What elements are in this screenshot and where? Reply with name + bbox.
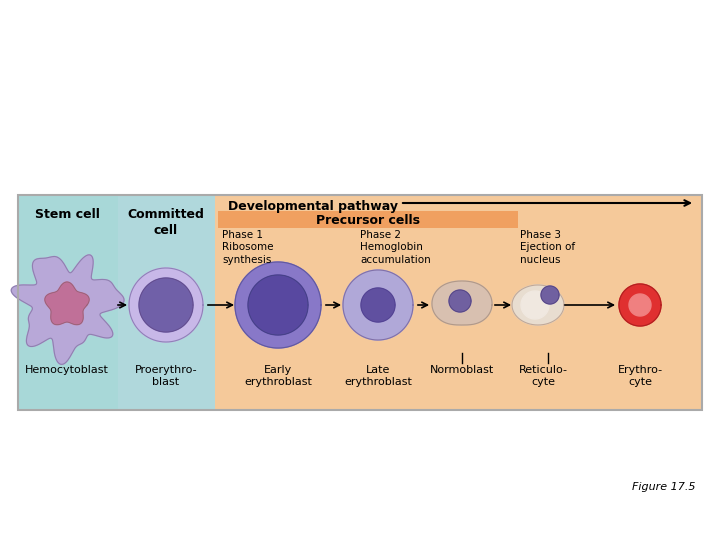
Polygon shape (139, 278, 193, 332)
Bar (215, 195, 702, 410)
Text: Reticulo-
cyte: Reticulo- cyte (518, 365, 567, 387)
Text: Developmental pathway: Developmental pathway (228, 200, 398, 213)
Polygon shape (449, 290, 471, 312)
Text: Phase 2
Hemoglobin
accumulation: Phase 2 Hemoglobin accumulation (360, 230, 431, 265)
Polygon shape (629, 294, 651, 316)
Text: Normoblast: Normoblast (430, 365, 494, 375)
Polygon shape (521, 291, 549, 319)
Polygon shape (512, 285, 564, 325)
Text: Early
erythroblast: Early erythroblast (244, 365, 312, 387)
Bar (18, 195, 118, 410)
Text: Stem cell: Stem cell (35, 208, 99, 221)
Bar (118, 195, 215, 410)
Polygon shape (12, 255, 124, 364)
Bar (218, 211, 518, 228)
Polygon shape (343, 270, 413, 340)
Polygon shape (619, 284, 661, 326)
Polygon shape (45, 282, 89, 325)
Text: Proerythro-
blast: Proerythro- blast (135, 365, 197, 387)
Polygon shape (235, 262, 321, 348)
Text: Late
erythroblast: Late erythroblast (344, 365, 412, 387)
Polygon shape (432, 281, 492, 325)
Bar (18, 195, 702, 410)
Text: Precursor cells: Precursor cells (316, 213, 420, 226)
Polygon shape (129, 268, 203, 342)
Polygon shape (361, 288, 395, 322)
Polygon shape (541, 286, 559, 304)
Polygon shape (248, 275, 308, 335)
Text: Hemocytoblast: Hemocytoblast (25, 365, 109, 375)
Text: Phase 1
Ribosome
synthesis: Phase 1 Ribosome synthesis (222, 230, 274, 265)
Text: Figure 17.5: Figure 17.5 (631, 482, 695, 492)
Text: Erythro-
cyte: Erythro- cyte (618, 365, 662, 387)
Text: Phase 3
Ejection of
nucleus: Phase 3 Ejection of nucleus (520, 230, 575, 265)
Text: Committed
cell: Committed cell (127, 208, 204, 237)
